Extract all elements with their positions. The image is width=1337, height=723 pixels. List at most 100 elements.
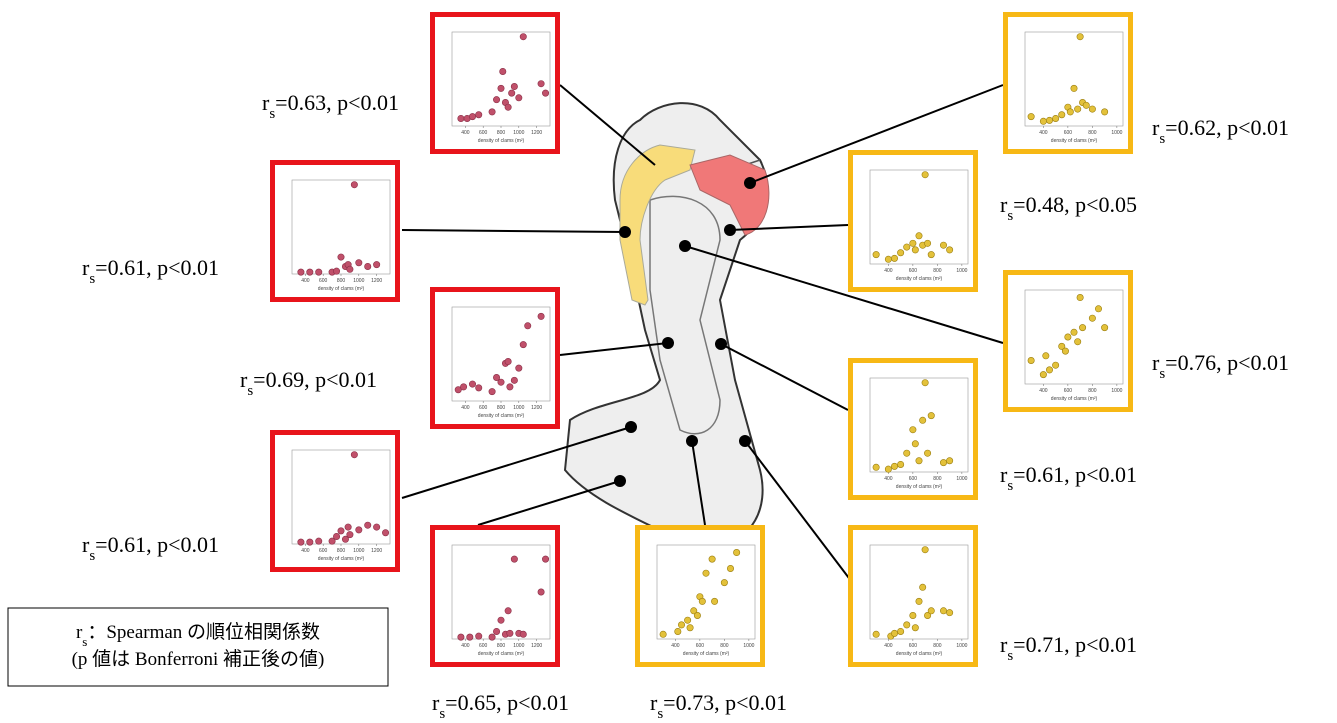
point [702, 569, 710, 577]
connector [401, 426, 632, 499]
x-tick-label: 1000 [956, 476, 967, 482]
point [924, 611, 932, 619]
panel-frame [270, 160, 400, 302]
x-axis-title: density of clams (m²) [896, 651, 943, 657]
point [693, 611, 701, 619]
point [915, 457, 923, 465]
plot-area [1024, 31, 1124, 127]
point [1027, 113, 1035, 121]
point [897, 460, 905, 468]
point [504, 358, 512, 366]
x-tick-label: 800 [497, 130, 506, 136]
correlation-label: rs=0.76, p<0.01 [1152, 350, 1289, 382]
legend-r: r [76, 622, 83, 643]
x-tick-label: 1200 [371, 278, 382, 284]
point [1076, 33, 1084, 41]
point [497, 84, 505, 92]
point [927, 251, 935, 259]
connector [401, 229, 626, 233]
x-axis-title: density of clams (m²) [478, 138, 525, 144]
label-text: =0.48, p<0.05 [1013, 192, 1137, 217]
point [911, 246, 919, 254]
x-axis-title: density of clams (m²) [896, 276, 943, 282]
x-tick-label: 1200 [531, 130, 542, 136]
correlation-label: rs=0.71, p<0.01 [1000, 632, 1137, 664]
point [884, 465, 892, 473]
point [897, 627, 905, 635]
point [919, 583, 927, 591]
panel-frame [848, 150, 978, 292]
scatter-panel: 400 600 800 1000 1200 density of clams (m²) rs… [82, 160, 631, 302]
point [306, 538, 314, 546]
label-r: r [1152, 350, 1160, 375]
point [537, 312, 545, 320]
correlation-label: rs=0.61, p<0.01 [82, 532, 219, 564]
point [504, 607, 512, 615]
point [921, 546, 929, 554]
point [542, 555, 550, 563]
x-tick-label: 600 [479, 643, 488, 649]
connector [720, 343, 849, 411]
point [297, 268, 305, 276]
point [468, 113, 476, 121]
point [1076, 294, 1084, 302]
point [1064, 333, 1072, 341]
x-axis-title: density of clams (m²) [318, 556, 365, 562]
label-r: r [262, 90, 270, 115]
point [1074, 105, 1082, 113]
point [364, 521, 372, 529]
correlation-label: rs=0.65, p<0.01 [432, 690, 569, 722]
x-tick-label: 1000 [1111, 388, 1122, 394]
point [537, 80, 545, 88]
panel-frame [430, 525, 560, 667]
x-axis-title: density of clams (m²) [683, 651, 730, 657]
x-axis-title: density of clams (m²) [896, 484, 943, 490]
point [1042, 352, 1050, 360]
x-tick-label: 400 [884, 476, 893, 482]
x-tick-label: 800 [1088, 388, 1097, 394]
connector [559, 342, 669, 356]
point [373, 523, 381, 531]
x-tick-label: 400 [301, 548, 310, 554]
point [346, 531, 354, 539]
point [337, 527, 345, 535]
x-axis-title: density of clams (m²) [318, 286, 365, 292]
label-text: =0.61, p<0.01 [1013, 462, 1137, 487]
point [921, 379, 929, 387]
point [497, 616, 505, 624]
legend-line: rs：Spearman の順位相関係数 [76, 621, 320, 649]
x-tick-label: 1000 [956, 268, 967, 274]
label-sub: s [247, 383, 253, 399]
point [315, 537, 323, 545]
label-sub: s [1007, 208, 1013, 224]
label-r: r [1152, 115, 1160, 140]
x-tick-label: 800 [1088, 130, 1097, 136]
point [1039, 371, 1047, 379]
x-tick-label: 600 [479, 130, 488, 136]
label-r: r [82, 532, 90, 557]
label-sub: s [1007, 648, 1013, 664]
legend-box: rs：Spearman の順位相関係数 (p 値は Bonferroni 補正後… [7, 607, 389, 687]
point [341, 535, 349, 543]
correlation-label: rs=0.62, p<0.01 [1152, 115, 1289, 147]
point [711, 597, 719, 605]
point [510, 83, 518, 91]
map [563, 102, 770, 547]
point [355, 526, 363, 534]
x-tick-label: 400 [461, 405, 470, 411]
point [1070, 84, 1078, 92]
x-tick-label: 400 [461, 643, 470, 649]
point [726, 564, 734, 572]
point [506, 629, 514, 637]
map-site [679, 240, 691, 252]
map-site [614, 475, 626, 487]
point [344, 523, 352, 531]
point [1082, 101, 1090, 109]
point [454, 386, 462, 394]
legend-line: (p 値は Bonferroni 補正後の値) [72, 648, 325, 670]
x-tick-label: 400 [671, 643, 680, 649]
point [373, 261, 381, 269]
point [297, 538, 305, 546]
